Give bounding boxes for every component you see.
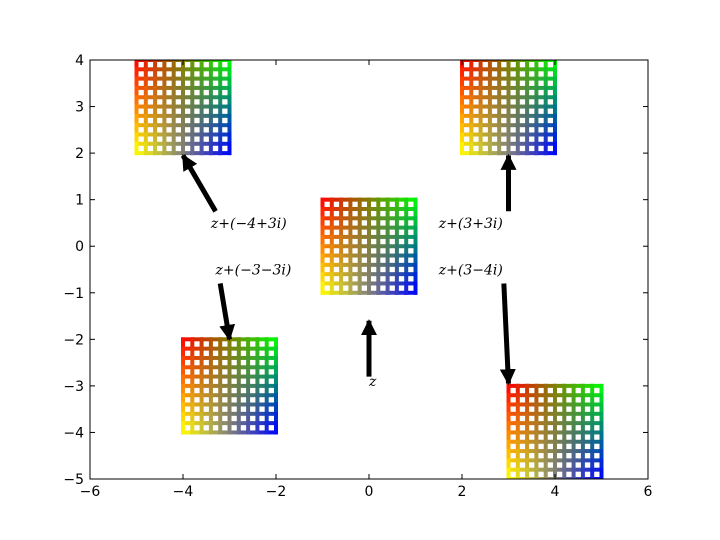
annotation-label: z	[368, 374, 377, 390]
x-tick-label: 4	[551, 484, 560, 500]
grid-square	[181, 337, 278, 435]
grid-squares-layer	[134, 60, 604, 479]
x-tick-label: −2	[266, 484, 287, 500]
x-tick-label: −6	[80, 484, 101, 500]
grid-square	[506, 383, 604, 479]
y-tick-label: 2	[75, 146, 84, 162]
annotation-arrow	[180, 154, 218, 213]
grid-square	[460, 60, 557, 156]
annotation-layer: z z+(−4+3i) z+(3+3i) z+(−3−3i) z+(3−4i)	[210, 216, 503, 390]
y-tick-label: 0	[75, 239, 84, 255]
y-tick-label: −5	[63, 472, 84, 488]
annotation-label: z+(−4+3i)	[210, 216, 287, 232]
x-tick-label: 6	[644, 484, 653, 500]
annotation-label: z+(−3−3i)	[215, 263, 292, 279]
y-tick-label: −1	[63, 286, 84, 302]
y-tick-label: 3	[75, 100, 84, 116]
y-tick-label: 1	[75, 193, 84, 209]
x-tick-label: −4	[173, 484, 194, 500]
annotation-arrow	[217, 283, 236, 341]
y-tick-label: −4	[63, 425, 84, 441]
y-tick-label: −2	[63, 332, 84, 348]
annotation-label: z+(3−4i)	[438, 263, 503, 279]
grid-square	[134, 60, 232, 156]
annotation-arrow	[499, 283, 516, 386]
ticks-layer: −6 −4 −2 0 2 4 6 −5 −4 −3 −2 −1 0 1 2 3 4	[63, 53, 652, 500]
y-tick-label: −3	[63, 379, 84, 395]
grid-square	[320, 197, 418, 295]
x-tick-label: 2	[458, 484, 467, 500]
arrows-layer	[180, 153, 517, 386]
annotation-label: z+(3+3i)	[438, 216, 503, 232]
y-tick-label: 4	[75, 53, 84, 69]
x-tick-label: 0	[365, 484, 374, 500]
